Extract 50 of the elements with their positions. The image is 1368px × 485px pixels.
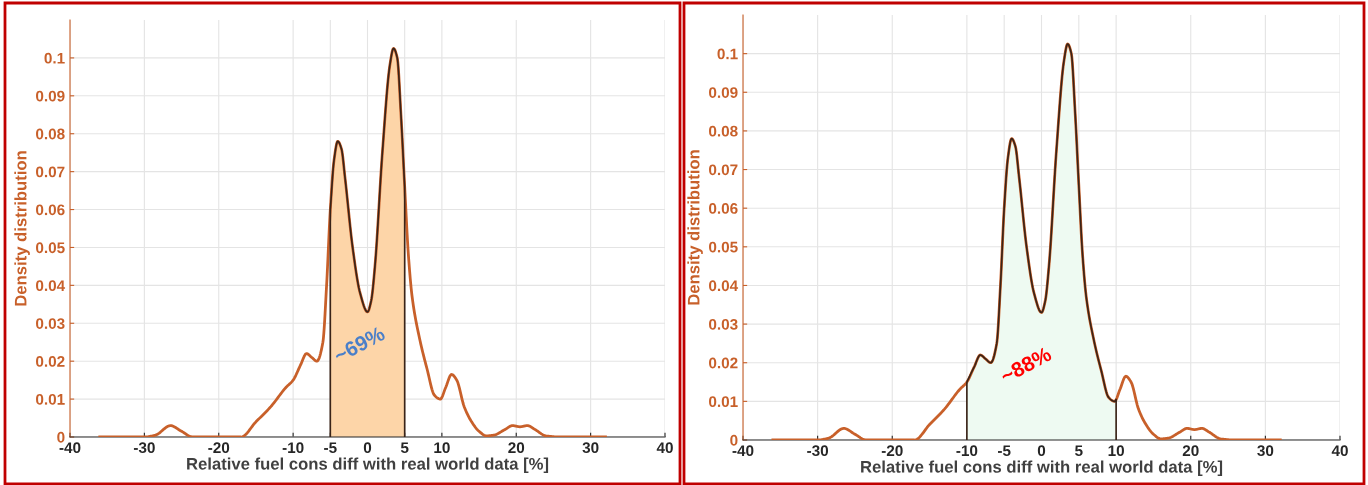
- y-tick-label: 0: [730, 434, 738, 446]
- y-tick-label: 0.05: [36, 242, 65, 254]
- y-axis-title: Density distribution: [14, 151, 30, 306]
- x-tick-label: 40: [1331, 445, 1348, 457]
- x-tick-label: 30: [1257, 445, 1274, 457]
- y-axis-title: Density distribution: [687, 150, 703, 305]
- y-tick-label: 0.08: [36, 128, 65, 140]
- y-tick-label: 0.07: [709, 164, 738, 176]
- x-tick-label: -40: [59, 442, 81, 454]
- y-tick-label: 0.1: [44, 52, 65, 64]
- x-tick-label: -40: [732, 445, 754, 457]
- y-tick-label: 0.06: [709, 203, 738, 214]
- y-tick-label: 0.03: [709, 318, 738, 330]
- x-tick-label: -10: [282, 442, 304, 454]
- y-tick-label: 0.09: [709, 87, 738, 98]
- y-tick-label: 0.01: [709, 396, 738, 408]
- annotation: ~69%: [332, 325, 386, 364]
- y-tick-label: 0.08: [709, 125, 738, 137]
- x-tick-label: -30: [133, 442, 155, 454]
- y-tick-label: 0.05: [709, 241, 738, 253]
- y-tick-label: 0.04: [36, 280, 66, 292]
- y-tick-label: 0.06: [36, 204, 65, 216]
- x-tick-label: 0: [1037, 445, 1046, 457]
- y-tick-label: 0: [57, 431, 65, 443]
- x-tick-label: 20: [508, 442, 525, 454]
- y-tick-label: 0.07: [36, 166, 65, 178]
- y-tick-label: 0.01: [36, 393, 65, 405]
- x-axis-title: Relative fuel cons diff with real world data [%]: [187, 457, 549, 474]
- x-tick-label: 5: [1075, 445, 1083, 457]
- x-tick-label: 10: [1108, 445, 1124, 457]
- x-tick-label: 40: [656, 442, 673, 454]
- x-tick-label: -20: [881, 445, 903, 457]
- x-tick-label: -5: [997, 445, 1011, 457]
- annotation: ~88%: [999, 346, 1053, 384]
- x-tick-label: 30: [582, 442, 599, 454]
- y-tick-label: 0.1: [717, 48, 738, 60]
- x-tick-label: -5: [324, 442, 337, 454]
- y-tick-label: 0.09: [36, 90, 65, 102]
- x-tick-label: -10: [956, 445, 978, 457]
- x-tick-label: 10: [434, 442, 450, 454]
- y-tick-label: 0.02: [36, 356, 65, 367]
- y-tick-label: 0.02: [709, 357, 738, 369]
- x-tick-label: -20: [208, 442, 230, 454]
- x-tick-label: 5: [400, 442, 409, 454]
- y-tick-label: 0.03: [36, 318, 65, 329]
- y-tick-label: 0.04: [709, 280, 739, 292]
- x-tick-label: 20: [1182, 445, 1199, 457]
- x-axis-title: Relative fuel cons diff with real world data [%]: [861, 460, 1223, 477]
- x-tick-label: -30: [807, 445, 829, 457]
- x-tick-label: 0: [363, 442, 372, 454]
